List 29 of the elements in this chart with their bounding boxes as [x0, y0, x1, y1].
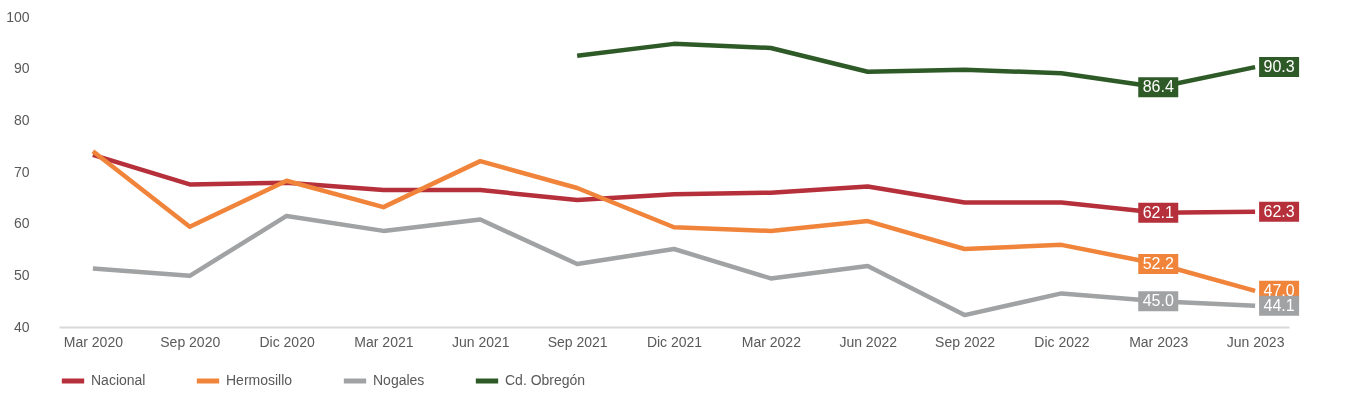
y-tick-label: 40 — [13, 318, 30, 335]
data-label: 90.3 — [1263, 58, 1295, 76]
x-tick-label: Dic 2021 — [646, 333, 703, 350]
x-tick-label: Jun 2021 — [451, 333, 510, 350]
x-tick-label: Sep 2022 — [935, 333, 996, 350]
y-tick-label: 60 — [13, 215, 30, 232]
y-tick-label: 50 — [13, 266, 30, 283]
y-tick-label: 100 — [6, 8, 30, 25]
x-tick-label: Sep 2021 — [547, 333, 608, 350]
x-tick-label: Dic 2020 — [259, 333, 315, 350]
data-label: 47.0 — [1263, 281, 1295, 299]
legend-label: Cd. Obregón — [505, 372, 586, 388]
legend-label: Nogales — [373, 372, 425, 388]
data-label: 62.3 — [1263, 202, 1295, 220]
x-tick-label: Sep 2020 — [160, 333, 221, 350]
x-tick-label: Dic 2022 — [1034, 333, 1090, 350]
y-tick-label: 90 — [13, 60, 30, 77]
x-tick-label: Jun 2023 — [1226, 333, 1285, 350]
y-tick-label: 80 — [13, 111, 30, 128]
legend-label: Hermosillo — [226, 372, 293, 388]
x-tick-label: Mar 2020 — [63, 333, 124, 350]
legend-label: Nacional — [91, 372, 146, 388]
data-label: 44.1 — [1263, 296, 1295, 314]
x-tick-label: Mar 2021 — [354, 333, 414, 350]
line-series — [90, 149, 1258, 294]
x-tick-label: Mar 2022 — [741, 333, 802, 350]
x-tick-label: Mar 2023 — [1129, 333, 1189, 350]
x-tick-label: Jun 2022 — [839, 333, 898, 350]
y-tick-label: 70 — [13, 163, 30, 180]
